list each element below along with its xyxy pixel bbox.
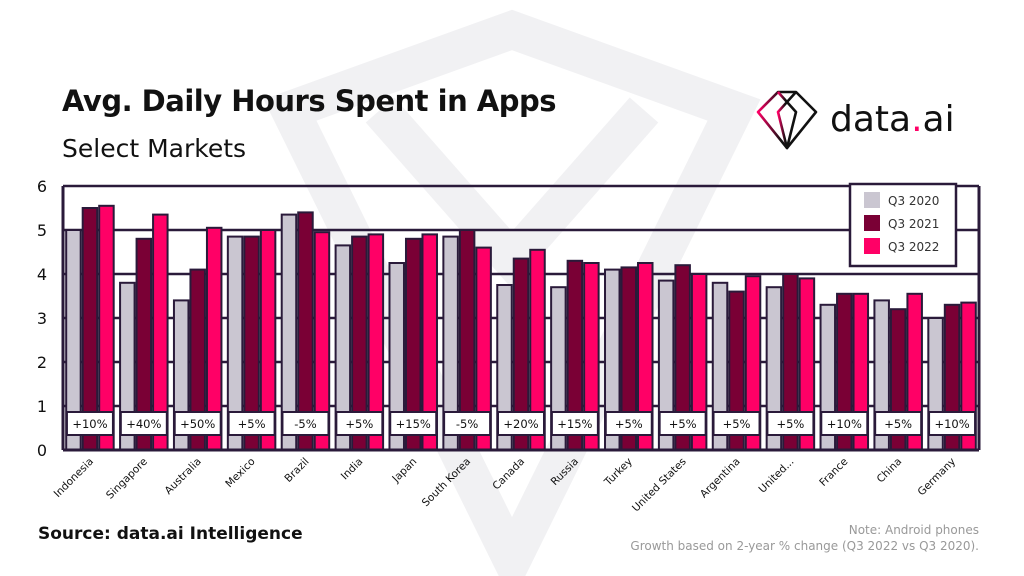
growth-label: -5% [294, 417, 316, 431]
growth-label: +5% [345, 417, 373, 431]
logo-text-data: data [830, 98, 912, 140]
x-tick-label: United... [757, 456, 797, 496]
x-tick-label: Mexico [223, 456, 257, 490]
growth-label: -5% [456, 417, 478, 431]
diamond-logo-icon [756, 90, 818, 150]
y-tick-label: 2 [37, 353, 47, 372]
x-tick-label: Singapore [104, 456, 150, 502]
growth-badge-box [119, 411, 168, 436]
x-tick-label: India [339, 456, 366, 483]
x-tick-label: Indonesia [52, 456, 96, 500]
x-tick-label: China [875, 456, 905, 486]
growth-label: +10% [827, 417, 862, 431]
data-ai-logo: data.ai [756, 88, 955, 150]
growth-badge: +15% [550, 411, 599, 436]
growth-badge: +5% [335, 411, 384, 436]
growth-badge: -5% [281, 411, 330, 436]
source-label: Source: data.ai Intelligence [38, 524, 303, 544]
chart-subtitle: Select Markets [62, 134, 247, 163]
growth-badge: +20% [497, 411, 545, 436]
x-tick-label: Germany [916, 456, 959, 499]
legend-label: Q3 2022 [888, 240, 939, 254]
growth-label: +40% [126, 417, 161, 431]
growth-label: +5% [669, 417, 697, 431]
logo-text-ai: ai [922, 98, 955, 140]
y-tick-label: 0 [37, 441, 47, 460]
growth-badge: +15% [389, 411, 438, 436]
legend-swatch [864, 215, 880, 231]
x-tick-label: Turkey [602, 456, 635, 489]
x-tick-label: Canada [490, 456, 527, 493]
growth-badge-box [658, 411, 707, 436]
growth-badge: +5% [712, 411, 761, 436]
growth-badge: +50% [173, 411, 222, 436]
x-tick-label: United States [630, 456, 689, 515]
growth-badge-box [550, 411, 599, 436]
growth-badge-box [443, 411, 492, 436]
growth-label: +5% [238, 417, 266, 431]
growth-label: +5% [723, 417, 751, 431]
growth-badge: +10% [928, 411, 977, 436]
y-tick-label: 6 [37, 177, 47, 196]
x-tick-label: France [817, 456, 850, 489]
growth-badge-box [173, 411, 222, 436]
chart-title: Avg. Daily Hours Spent in Apps [62, 84, 557, 118]
growth-badge: +5% [766, 411, 815, 436]
growth-label: +15% [557, 417, 592, 431]
growth-badge-box [497, 411, 545, 436]
growth-badge-box [281, 411, 330, 436]
y-tick-label: 5 [37, 221, 47, 240]
note-growth: Growth based on 2-year % change (Q3 2022… [630, 539, 979, 553]
logo-dot: . [911, 98, 923, 140]
note-android: Note: Android phones [848, 523, 979, 537]
growth-label: +20% [503, 417, 538, 431]
growth-badge: +5% [874, 411, 923, 436]
legend: Q3 2020 Q3 2021 Q3 2022 [848, 182, 958, 268]
x-tick-label: Australia [162, 456, 203, 497]
growth-label: +50% [180, 417, 215, 431]
x-tick-label: Japan [389, 456, 419, 486]
growth-label: +15% [396, 417, 431, 431]
growth-badge-box [227, 411, 276, 436]
growth-badge-box [820, 411, 869, 436]
growth-badge-box [389, 411, 438, 436]
growth-badge: +5% [227, 411, 276, 436]
growth-badge: +10% [65, 411, 114, 436]
growth-label: +10% [934, 417, 969, 431]
legend-label: Q3 2021 [888, 217, 939, 231]
x-tick-label: Russia [549, 456, 581, 488]
growth-badge: +5% [658, 411, 707, 436]
y-tick-label: 1 [37, 397, 47, 416]
growth-label: +5% [776, 417, 804, 431]
legend-label: Q3 2020 [888, 194, 939, 208]
x-tick-label: Brazil [282, 456, 311, 485]
growth-badge-box [65, 411, 114, 436]
growth-badge: +10% [820, 411, 869, 436]
growth-badge-box [604, 411, 653, 436]
y-tick-label: 3 [37, 309, 47, 328]
growth-badge-box [712, 411, 761, 436]
growth-label: +5% [615, 417, 643, 431]
growth-badge: +5% [604, 411, 653, 436]
growth-badge: +40% [119, 411, 168, 436]
growth-label: +5% [884, 417, 912, 431]
growth-badge-box [766, 411, 815, 436]
growth-badge-box [874, 411, 923, 436]
growth-badge-box [928, 411, 977, 436]
growth-label: +10% [72, 417, 107, 431]
growth-badge: -5% [443, 411, 492, 436]
x-tick-label: Argentina [698, 456, 743, 501]
x-tick-label: South Korea [420, 456, 473, 509]
legend-swatch [864, 238, 880, 254]
legend-swatch [864, 192, 880, 208]
y-tick-label: 4 [37, 265, 47, 284]
growth-badge-box [335, 411, 384, 436]
